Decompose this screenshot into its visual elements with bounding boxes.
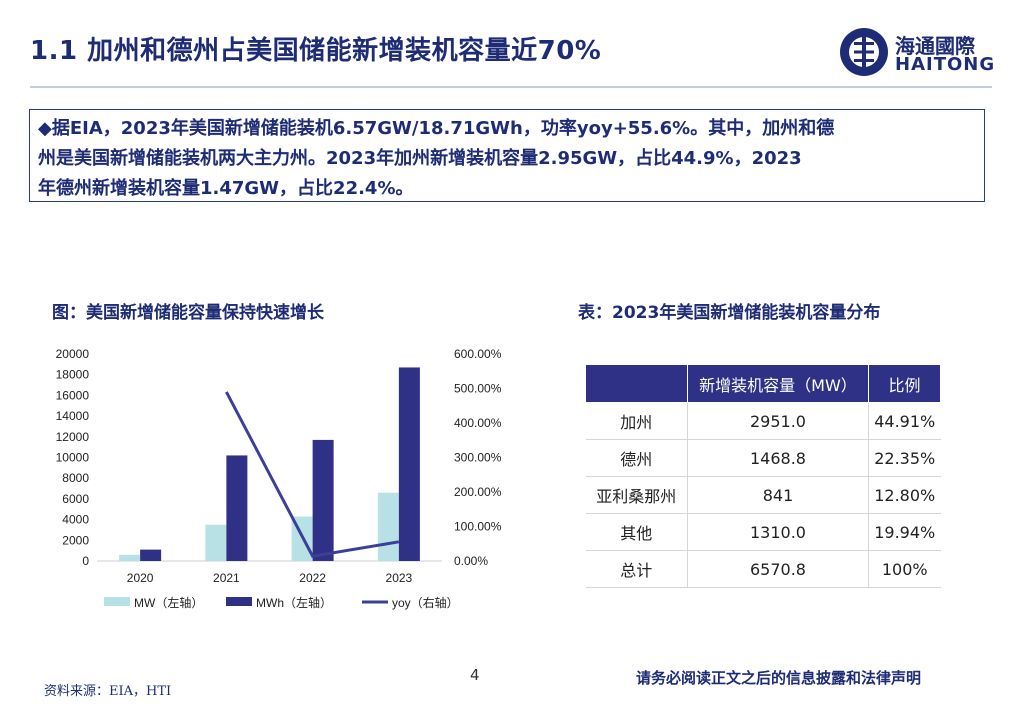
summary-line: 年德州新增装机容量1.47GW，占比22.4%。 xyxy=(38,178,414,199)
left-axis-tick-label: 20000 xyxy=(56,347,90,361)
right-axis-tick-label: 0.00% xyxy=(454,554,488,568)
bar-mwh xyxy=(312,439,334,561)
left-axis-tick-label: 0 xyxy=(82,554,89,568)
summary-line: ◆据EIA，2023年美国新增储能装机6.57GW/18.71GWh，功率yoy… xyxy=(38,118,835,139)
capacity-cell: 841 xyxy=(687,476,869,514)
page-title: 1.1 加州和德州占美国储能新增装机容量近70% xyxy=(30,36,602,66)
left-axis-tick-label: 2000 xyxy=(62,533,89,547)
left-axis-tick-label: 18000 xyxy=(56,368,90,382)
disclaimer-link[interactable]: 请务必阅读正文之后的信息披露和法律声明 xyxy=(636,669,922,687)
bar-mwh xyxy=(226,455,248,561)
header-divider xyxy=(30,86,992,88)
region-cell: 加州 xyxy=(585,402,688,440)
table-row: 亚利桑那州 841 12.80% xyxy=(585,476,941,514)
legend-label: yoy（右轴） xyxy=(392,595,459,610)
logo-text-en: HAITONG xyxy=(895,54,996,75)
capacity-cell: 2951.0 xyxy=(687,402,869,440)
bar-mw xyxy=(119,554,141,561)
share-cell: 100% xyxy=(868,550,941,588)
summary-box: ◆据EIA，2023年美国新增储能装机6.57GW/18.71GWh，功率yoy… xyxy=(29,109,985,202)
right-axis-tick-label: 500.00% xyxy=(454,382,502,396)
left-axis-tick-label: 8000 xyxy=(62,471,89,485)
region-cell: 亚利桑那州 xyxy=(585,476,688,514)
legend-swatch xyxy=(104,597,130,606)
right-axis-tick-label: 300.00% xyxy=(454,451,502,465)
column-header: 新增装机容量（MW） xyxy=(687,364,869,403)
column-header: 比例 xyxy=(868,364,941,403)
region-cell: 其他 xyxy=(585,513,688,551)
x-axis-tick-label: 2020 xyxy=(127,571,154,585)
capacity-cell: 1468.8 xyxy=(687,439,869,477)
right-axis-tick-label: 600.00% xyxy=(454,347,502,361)
storage-growth-chart: 2000018000160001400012000100008000600040… xyxy=(56,347,502,610)
bar-mw xyxy=(377,492,399,561)
column-header xyxy=(585,364,688,403)
bar-mwh xyxy=(398,367,420,561)
source-note: 资料来源：EIA，HTI xyxy=(44,684,172,699)
logo-text-cn: 海通國際 xyxy=(895,34,975,58)
page-number: 4 xyxy=(470,666,480,684)
left-axis-tick-label: 6000 xyxy=(62,492,89,506)
legend-swatch xyxy=(226,597,252,606)
table-row: 总计 6570.8 100% xyxy=(585,550,941,588)
capacity-cell: 1310.0 xyxy=(687,513,869,551)
x-axis-tick-label: 2021 xyxy=(213,571,240,585)
summary-line: 州是美国新增储能装机两大主力州。2023年加州新增装机容量2.95GW，占比44… xyxy=(38,148,802,169)
left-axis-tick-label: 10000 xyxy=(56,451,90,465)
share-cell: 44.91% xyxy=(868,402,941,440)
share-cell: 19.94% xyxy=(868,513,941,551)
legend-label: MW（左轴） xyxy=(134,595,203,610)
share-cell: 22.35% xyxy=(868,439,941,477)
table-row: 德州 1468.8 22.35% xyxy=(585,439,941,477)
table-header-row: 新增装机容量（MW） 比例 xyxy=(585,364,941,403)
bar-mw xyxy=(205,524,227,561)
left-axis-tick-label: 14000 xyxy=(56,409,90,423)
right-axis-tick-label: 100.00% xyxy=(454,520,502,534)
x-axis-tick-label: 2022 xyxy=(299,571,326,585)
table-title: 表：2023年美国新增储能装机容量分布 xyxy=(578,303,881,323)
bar-mwh xyxy=(140,549,162,561)
left-axis-tick-label: 4000 xyxy=(62,513,89,527)
region-cell: 总计 xyxy=(585,550,688,588)
legend-label: MWh（左轴） xyxy=(256,595,332,610)
right-axis-tick-label: 400.00% xyxy=(454,416,502,430)
region-cell: 德州 xyxy=(585,439,688,477)
share-cell: 12.80% xyxy=(868,476,941,514)
table-row: 加州 2951.0 44.91% xyxy=(585,402,941,440)
left-axis-tick-label: 16000 xyxy=(56,388,90,402)
x-axis-tick-label: 2023 xyxy=(386,571,413,585)
table-row: 其他 1310.0 19.94% xyxy=(585,513,941,551)
left-axis-tick-label: 12000 xyxy=(56,430,90,444)
capacity-cell: 6570.8 xyxy=(687,550,869,588)
haitong-logo xyxy=(840,28,888,76)
distribution-table: 新增装机容量（MW） 比例 加州 2951.0 44.91% 德州 1468.8… xyxy=(585,364,941,588)
right-axis-tick-label: 200.00% xyxy=(454,485,502,499)
figure-title: 图：美国新增储能容量保持快速增长 xyxy=(52,303,324,323)
yoy-line xyxy=(225,391,400,558)
